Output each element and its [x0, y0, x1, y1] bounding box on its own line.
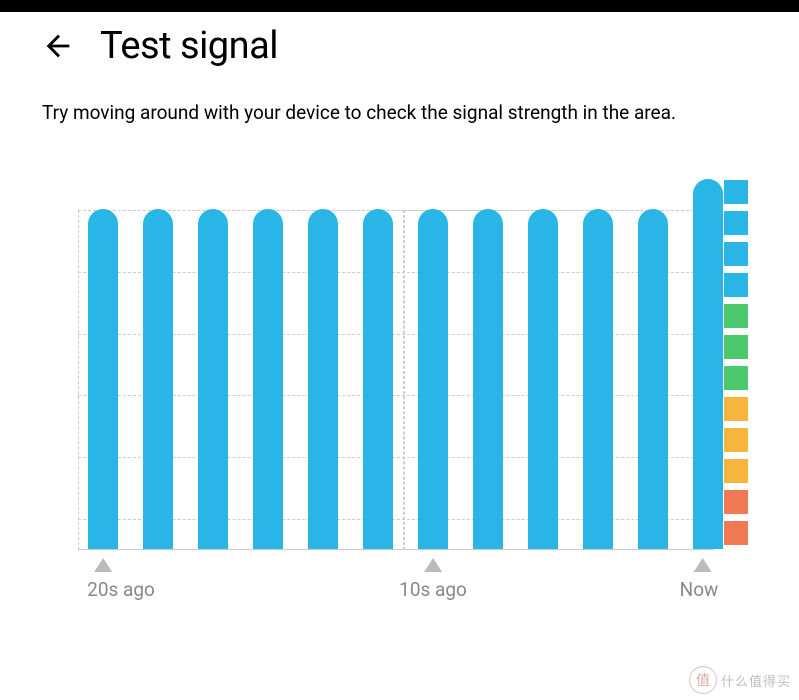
- signal-bar: [693, 179, 723, 549]
- signal-chart: 20s ago10s agoNow: [78, 180, 757, 570]
- legend-swatch: [724, 366, 748, 390]
- signal-bar: [528, 209, 558, 548]
- status-bar-strip: [0, 0, 799, 12]
- signal-bar: [363, 209, 393, 548]
- signal-bar: [473, 209, 503, 548]
- signal-bar: [418, 209, 448, 548]
- x-axis-tick: 20s ago: [69, 558, 137, 601]
- grid-line: [78, 272, 714, 273]
- legend-swatch: [724, 521, 748, 545]
- grid-region-left: [78, 210, 404, 549]
- legend-swatch: [724, 428, 748, 452]
- signal-bar: [308, 209, 338, 548]
- grid-line: [78, 519, 714, 520]
- triangle-up-icon: [694, 558, 712, 572]
- signal-bar: [198, 209, 228, 548]
- legend-swatch: [724, 459, 748, 483]
- instruction-text: Try moving around with your device to ch…: [0, 76, 799, 138]
- grid-line: [78, 334, 714, 335]
- legend-swatch: [724, 211, 748, 235]
- watermark: 值 什么值得买: [689, 666, 791, 694]
- signal-bar: [253, 209, 283, 548]
- legend-swatch: [724, 304, 748, 328]
- x-axis-label: Now: [680, 578, 719, 601]
- x-axis-tick: 10s ago: [399, 558, 467, 601]
- chart-x-axis: 20s ago10s agoNow: [78, 558, 714, 618]
- watermark-icon: 值: [689, 666, 717, 694]
- header-bar: Test signal: [0, 12, 799, 76]
- x-axis-tick: Now: [684, 558, 723, 601]
- legend-swatch: [724, 180, 748, 204]
- legend-swatch: [724, 335, 748, 359]
- grid-line: [78, 457, 714, 458]
- signal-bar: [583, 209, 613, 548]
- arrow-left-icon: [41, 29, 75, 63]
- grid-line: [78, 210, 714, 211]
- legend-swatch: [724, 242, 748, 266]
- grid-line: [78, 395, 714, 396]
- triangle-up-icon: [424, 558, 442, 572]
- chart-plot-area: [78, 180, 714, 550]
- watermark-text: 什么值得买: [721, 671, 791, 690]
- signal-bar: [88, 209, 118, 548]
- legend-swatch: [724, 397, 748, 421]
- signal-legend: [724, 180, 748, 545]
- legend-swatch: [724, 490, 748, 514]
- back-button[interactable]: [36, 24, 80, 68]
- signal-bar: [143, 209, 173, 548]
- signal-bar: [638, 209, 668, 548]
- triangle-up-icon: [94, 558, 112, 572]
- legend-swatch: [724, 273, 748, 297]
- page-title: Test signal: [100, 24, 278, 68]
- x-axis-label: 10s ago: [399, 578, 467, 601]
- x-axis-label: 20s ago: [87, 578, 155, 601]
